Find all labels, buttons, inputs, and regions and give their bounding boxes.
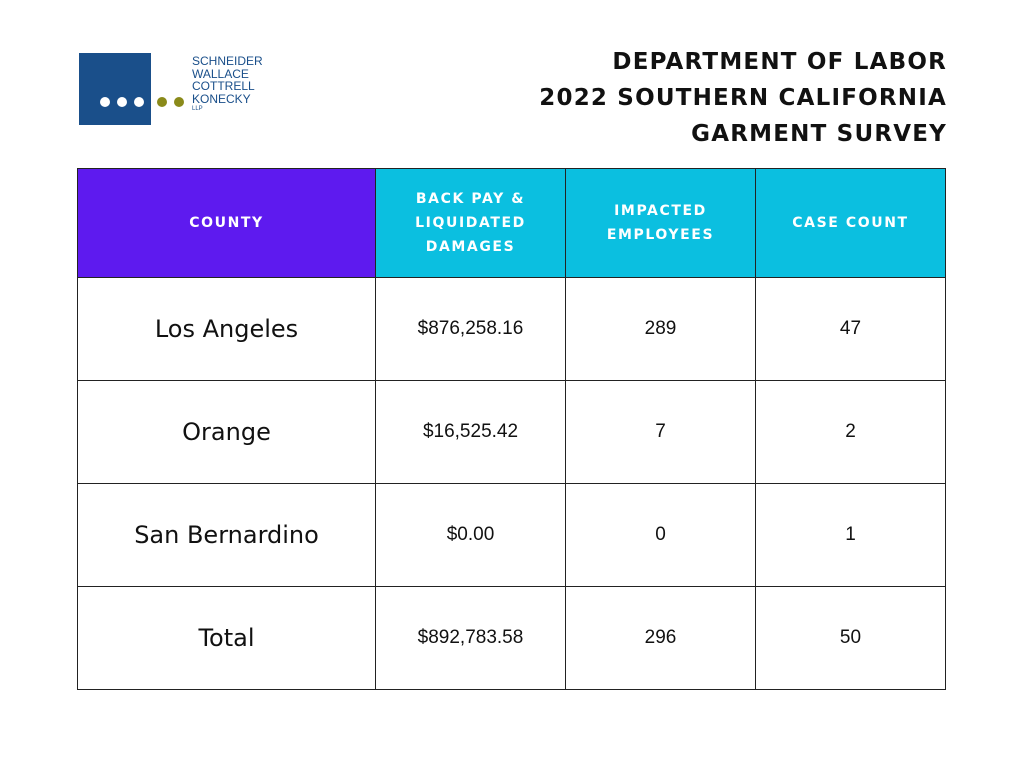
logo-dot [100,97,110,107]
table-header-row: COUNTY BACK PAY & LIQUIDATED DAMAGES IMP… [77,168,946,278]
county-cell: Orange [77,380,376,484]
title-line-3: GARMENT SURVEY [691,121,947,147]
table-row-total: Total $892,783.58 296 50 [77,586,946,690]
page-title: DEPARTMENT OF LABOR 2022 SOUTHERN CALIFO… [539,44,947,152]
logo-line: COTTRELL [192,79,255,93]
logo-line: KONECKY [192,91,251,106]
header-back-pay: BACK PAY & LIQUIDATED DAMAGES [375,168,566,278]
header-case-count: CASE COUNT [755,168,946,278]
logo-square [79,53,151,125]
table-row: San Bernardino $0.00 0 1 [77,483,946,587]
logo-wordmark: SCHNEIDER WALLACE COTTRELL KONECKY LLP [192,55,263,113]
header-impacted-employees: IMPACTED EMPLOYEES [565,168,756,278]
total-employees-cell: 296 [565,586,756,690]
back-pay-cell: $876,258.16 [375,277,566,381]
employees-cell: 7 [565,380,756,484]
table-row: Los Angeles $876,258.16 289 47 [77,277,946,381]
table-row: Orange $16,525.42 7 2 [77,380,946,484]
title-line-2: 2022 SOUTHERN CALIFORNIA [539,85,947,111]
survey-table: COUNTY BACK PAY & LIQUIDATED DAMAGES IMP… [77,168,946,690]
title-line-1: DEPARTMENT OF LABOR [612,49,947,75]
firm-logo: SCHNEIDER WALLACE COTTRELL KONECKY LLP [79,53,279,129]
logo-line: WALLACE [192,66,249,81]
county-cell: Los Angeles [77,277,376,381]
county-cell: San Bernardino [77,483,376,587]
case-count-cell: 47 [755,277,946,381]
logo-dot [157,97,167,107]
employees-cell: 289 [565,277,756,381]
back-pay-cell: $16,525.42 [375,380,566,484]
logo-dot [117,97,127,107]
back-pay-cell: $0.00 [375,483,566,587]
logo-suffix: LLP [192,106,203,112]
logo-dot [174,97,184,107]
total-case-count-cell: 50 [755,586,946,690]
employees-cell: 0 [565,483,756,587]
case-count-cell: 2 [755,380,946,484]
logo-dot [134,97,144,107]
logo-line: SCHNEIDER [192,54,263,68]
total-label-cell: Total [77,586,376,690]
total-back-pay-cell: $892,783.58 [375,586,566,690]
header-county: COUNTY [77,168,376,278]
case-count-cell: 1 [755,483,946,587]
